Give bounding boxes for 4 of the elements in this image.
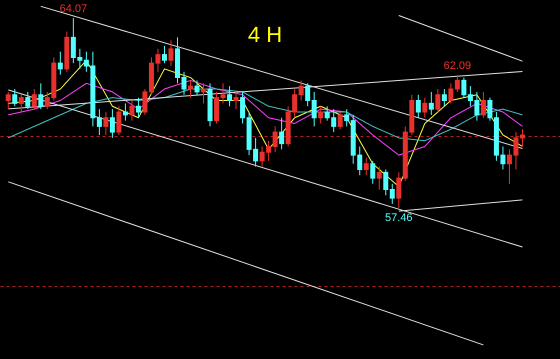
annotation: 64.07 <box>60 3 88 16</box>
text: 4 H <box>248 22 282 47</box>
annotation: 62.09 <box>444 60 472 72</box>
annotation: 57.46 <box>385 212 413 224</box>
